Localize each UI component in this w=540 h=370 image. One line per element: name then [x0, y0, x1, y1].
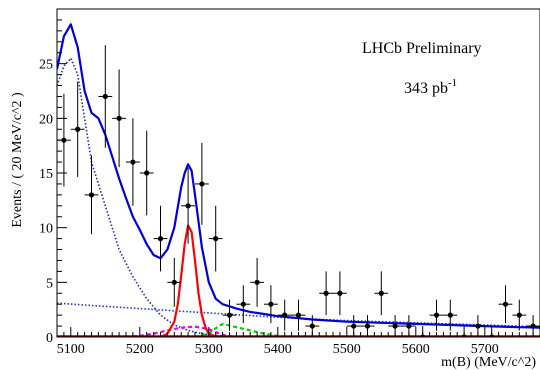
axis-ticks: 5100 5200 5300 5400 5500 5600 5700 0 5 10 15 20 25: [39, 19, 540, 357]
data-point: [337, 290, 343, 296]
x-tick-label: 5200: [126, 342, 154, 357]
y-tick-label: 0: [46, 331, 53, 346]
x-tick-label: 5300: [195, 342, 223, 357]
data-point: [502, 301, 509, 307]
y-tick-label: 5: [46, 276, 53, 291]
x-axis-title: m(B) (MeV/c^2): [441, 355, 536, 370]
plot-frame: [56, 8, 540, 338]
y-tick-label: 15: [39, 167, 53, 182]
data-point: [364, 323, 371, 329]
data-point: [309, 323, 315, 329]
chart-marks: [57, 23, 540, 337]
data-point: [516, 312, 522, 318]
y-tick-label: 25: [39, 58, 53, 73]
lumi-value: 343 pb: [404, 80, 448, 97]
series-line-green-dashed: [194, 322, 292, 337]
data-point: [88, 192, 95, 198]
x-tick-label: 5100: [57, 342, 85, 357]
data-point: [144, 170, 150, 176]
data-point: [75, 126, 81, 132]
data-point: [240, 301, 246, 307]
data-point: [282, 312, 288, 318]
data-point: [157, 236, 164, 242]
series-line-magenta-dashed: [125, 325, 237, 337]
data-point: [199, 181, 205, 187]
data-point: [226, 312, 233, 318]
plot-area: [57, 23, 540, 337]
y-tick-label: 20: [39, 112, 53, 127]
data-point: [433, 312, 440, 318]
data-point: [392, 323, 398, 329]
data-point: [351, 323, 357, 329]
chart-annotation-lumi: 343 pb-1: [404, 77, 457, 97]
data-point: [323, 290, 329, 296]
series-line-total: [57, 23, 540, 329]
x-tick-label: 5500: [333, 342, 361, 357]
data-point: [475, 323, 481, 329]
chart-annotation-lhcb: LHCb Preliminary: [362, 40, 482, 57]
data-point: [295, 312, 302, 318]
data-point: [130, 159, 136, 165]
data-point: [378, 290, 384, 296]
x-tick-label: 5700: [471, 342, 499, 357]
y-tick-label: 10: [39, 222, 53, 237]
data-point: [171, 279, 177, 285]
y-axis-title: Events / ( 20 MeV/c^2 ): [10, 92, 25, 228]
series-line-partial-reco: [57, 57, 244, 337]
data-point: [185, 203, 191, 209]
lumi-exponent: -1: [448, 77, 457, 89]
data-point: [268, 301, 274, 307]
data-point: [530, 323, 536, 329]
x-tick-label: 5400: [264, 342, 292, 357]
series-line-signal: [160, 224, 223, 337]
x-tick-label: 5600: [402, 342, 430, 357]
data-point: [254, 279, 260, 285]
data-point: [116, 115, 122, 121]
data-point: [213, 236, 219, 242]
data-point: [447, 312, 453, 318]
data-point: [406, 323, 412, 329]
data-point: [102, 93, 108, 100]
data-point: [61, 137, 67, 143]
